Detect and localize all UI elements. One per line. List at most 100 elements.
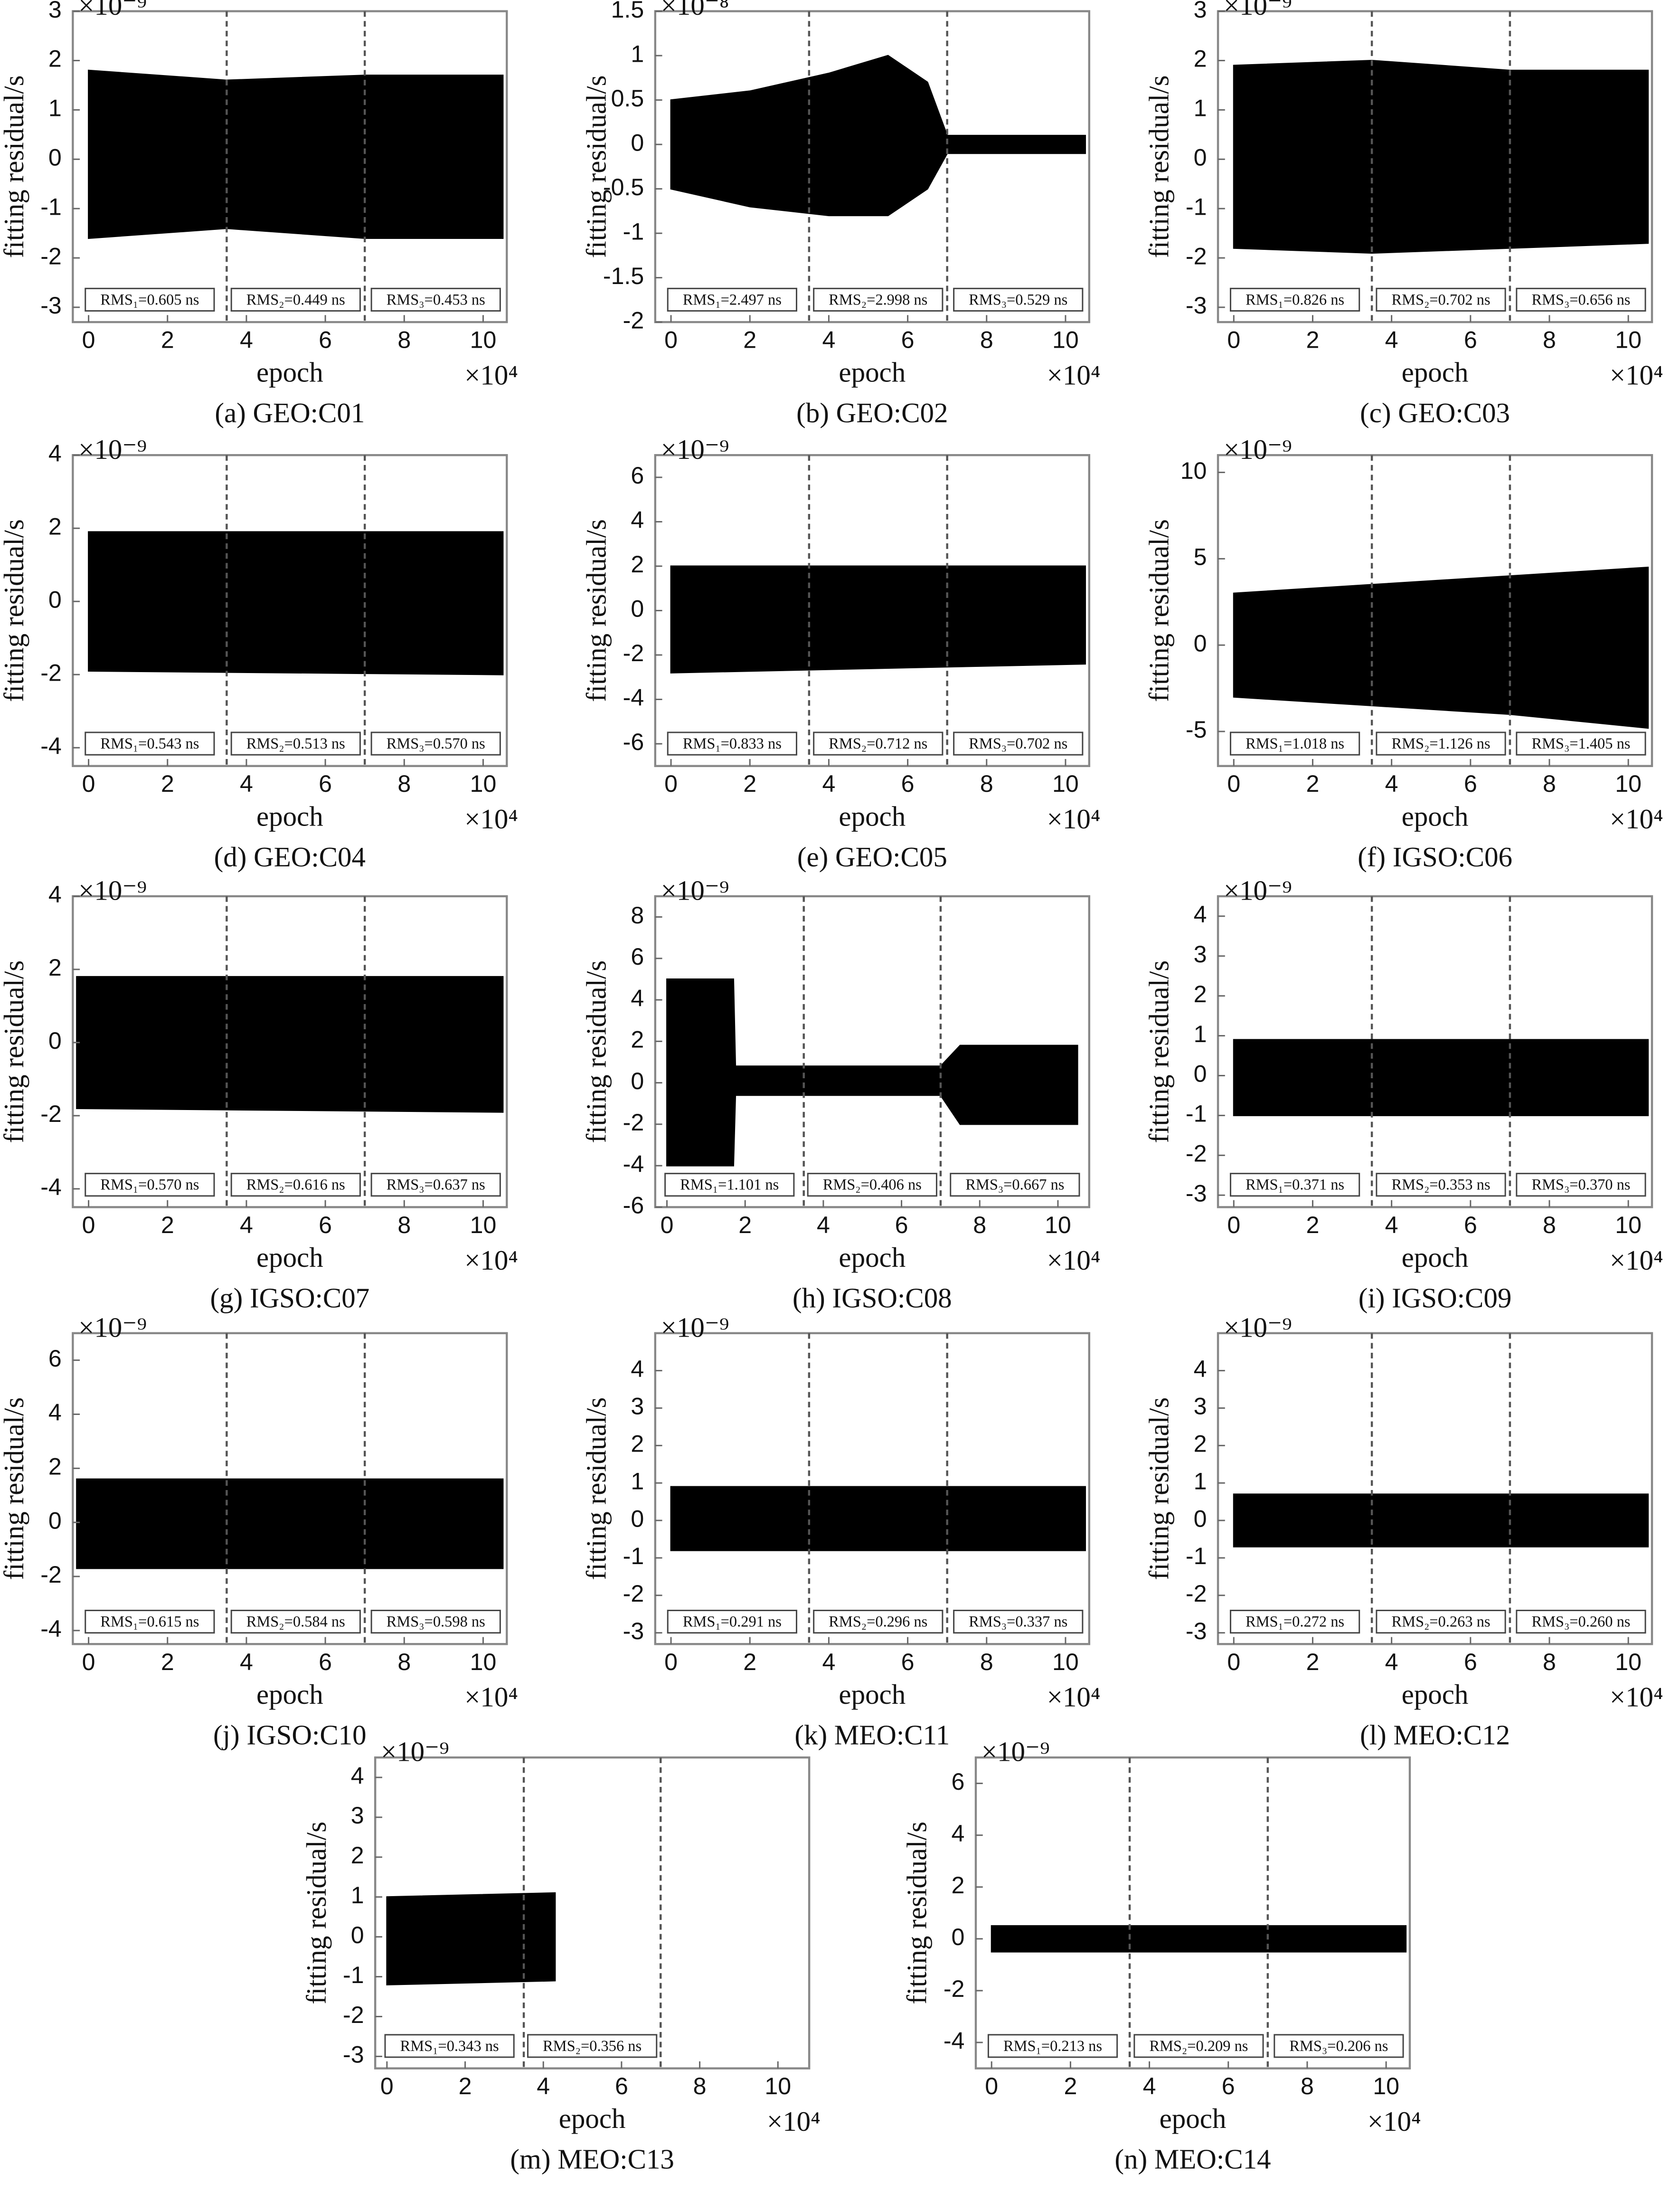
y-tick-label: -2 bbox=[623, 307, 644, 333]
residual-band bbox=[991, 1925, 1407, 1953]
x-tick-label: 8 bbox=[1543, 327, 1556, 353]
x-tick-label: 2 bbox=[743, 327, 756, 353]
x-tick-label: 2 bbox=[743, 770, 756, 797]
y-tick-label: 2 bbox=[48, 954, 62, 981]
rms-label: RMS₁=0.371 ns bbox=[1246, 1177, 1344, 1194]
rms-label: RMS₃=0.667 ns bbox=[965, 1177, 1064, 1194]
y-multiplier: ×10⁻⁹ bbox=[1224, 875, 1292, 906]
x-tick-label: 0 bbox=[664, 1649, 678, 1675]
x-tick-label: 6 bbox=[319, 770, 332, 797]
y-axis-label: fitting residual/s bbox=[1143, 960, 1175, 1143]
y-tick-label: 0 bbox=[48, 144, 62, 171]
caption: (d) GEO:C04 bbox=[214, 841, 366, 873]
y-axis-label: fitting residual/s bbox=[1143, 75, 1175, 258]
rms-box bbox=[667, 1610, 797, 1634]
x-tick-label: 0 bbox=[661, 1212, 674, 1238]
y-tick-label: 1 bbox=[48, 95, 62, 122]
y-tick-label: -2 bbox=[40, 659, 62, 686]
caption: (j) IGSO:C10 bbox=[213, 1719, 367, 1750]
x-tick-label: 8 bbox=[397, 770, 411, 797]
rms-label: RMS₃=0.337 ns bbox=[969, 1613, 1067, 1630]
x-axis-label: epoch bbox=[256, 1242, 323, 1273]
y-tick-label: -2 bbox=[40, 1561, 62, 1588]
rms-box bbox=[1229, 1173, 1360, 1197]
residual-band bbox=[1233, 566, 1649, 729]
y-multiplier: ×10⁻⁹ bbox=[1224, 434, 1292, 465]
y-tick-label: 10 bbox=[1180, 457, 1207, 484]
rms-label: RMS₁=0.343 ns bbox=[400, 2038, 499, 2055]
x-multiplier: ×10⁴ bbox=[1610, 1244, 1663, 1276]
y-tick-label: 0 bbox=[48, 1507, 62, 1534]
y-tick-label: 3 bbox=[631, 1393, 644, 1420]
x-tick-label: 8 bbox=[693, 2073, 707, 2099]
x-tick-label: 10 bbox=[470, 1649, 497, 1675]
x-tick-label: 6 bbox=[1464, 770, 1477, 797]
plot-frame bbox=[72, 10, 508, 323]
plot-frame bbox=[72, 895, 508, 1208]
x-tick-label: 0 bbox=[380, 2073, 394, 2099]
y-tick-label: 6 bbox=[631, 943, 644, 970]
rms-box bbox=[1376, 731, 1506, 756]
x-tick-label: 10 bbox=[1615, 327, 1642, 353]
y-tick-label: 1 bbox=[1194, 1021, 1207, 1047]
x-tick-label: 6 bbox=[901, 770, 915, 797]
x-tick-label: 6 bbox=[901, 1649, 915, 1675]
y-tick-label: -3 bbox=[40, 292, 62, 319]
caption: (f) IGSO:C06 bbox=[1358, 841, 1512, 873]
y-tick-label: -2 bbox=[944, 1975, 965, 2002]
x-tick-label: 10 bbox=[1045, 1212, 1071, 1238]
rms-label: RMS₂=0.712 ns bbox=[829, 735, 927, 752]
y-tick-label: -2 bbox=[1186, 1580, 1207, 1607]
rms-box bbox=[1516, 1610, 1646, 1634]
y-tick-label: 1 bbox=[1194, 1468, 1207, 1494]
y-tick-label: 2 bbox=[1194, 981, 1207, 1007]
x-tick-label: 0 bbox=[985, 2073, 998, 2099]
plot-frame bbox=[1217, 895, 1653, 1208]
rms-box bbox=[664, 1173, 795, 1197]
rms-label: RMS₁=0.291 ns bbox=[683, 1613, 782, 1630]
residual-band bbox=[666, 978, 1078, 1167]
rms-box bbox=[370, 1173, 501, 1197]
y-multiplier: ×10⁻⁹ bbox=[78, 875, 147, 906]
residual-band bbox=[386, 1892, 556, 1985]
x-tick-label: 10 bbox=[1052, 770, 1079, 797]
y-tick-label: -2 bbox=[343, 2002, 364, 2028]
x-tick-label: 8 bbox=[980, 327, 993, 353]
y-tick-label: 0 bbox=[631, 596, 644, 622]
rms-box bbox=[950, 1173, 1080, 1197]
y-tick-label: 3 bbox=[1194, 1393, 1207, 1420]
x-tick-label: 4 bbox=[537, 2073, 550, 2099]
residual-band bbox=[670, 565, 1086, 674]
y-tick-label: -1 bbox=[1186, 1543, 1207, 1569]
y-tick-label: 3 bbox=[48, 0, 62, 23]
rms-label: RMS₁=0.615 ns bbox=[100, 1613, 199, 1630]
residual-band bbox=[670, 1486, 1086, 1551]
x-axis-label: epoch bbox=[256, 357, 323, 388]
y-tick-label: 4 bbox=[631, 1356, 644, 1382]
rms-label: RMS₁=2.497 ns bbox=[683, 291, 782, 308]
y-tick-label: 0 bbox=[631, 1505, 644, 1532]
x-tick-label: 8 bbox=[1543, 1649, 1556, 1675]
x-tick-label: 6 bbox=[319, 327, 332, 353]
y-tick-label: -1 bbox=[623, 218, 644, 245]
y-axis-label: fitting residual/s bbox=[301, 1822, 332, 2004]
y-axis-label: fitting residual/s bbox=[1143, 519, 1175, 702]
x-tick-label: 2 bbox=[161, 1212, 174, 1238]
y-tick-label: -6 bbox=[623, 729, 644, 755]
y-tick-label: 8 bbox=[631, 902, 644, 929]
residual-band bbox=[88, 69, 504, 239]
y-tick-label: -4 bbox=[40, 732, 62, 759]
rms-box bbox=[813, 287, 944, 312]
x-tick-label: 6 bbox=[1464, 327, 1477, 353]
rms-label: RMS₁=0.826 ns bbox=[1246, 291, 1344, 308]
rms-box bbox=[1229, 1610, 1360, 1634]
y-multiplier: ×10⁻⁹ bbox=[1224, 0, 1292, 21]
x-tick-label: 2 bbox=[743, 1649, 756, 1675]
y-tick-label: -4 bbox=[623, 684, 644, 711]
rms-box bbox=[1376, 1173, 1506, 1197]
y-tick-label: -1 bbox=[343, 1962, 364, 1988]
x-axis-label: epoch bbox=[1402, 1242, 1469, 1273]
x-axis-label: epoch bbox=[839, 1242, 906, 1273]
x-tick-label: 10 bbox=[470, 327, 497, 353]
